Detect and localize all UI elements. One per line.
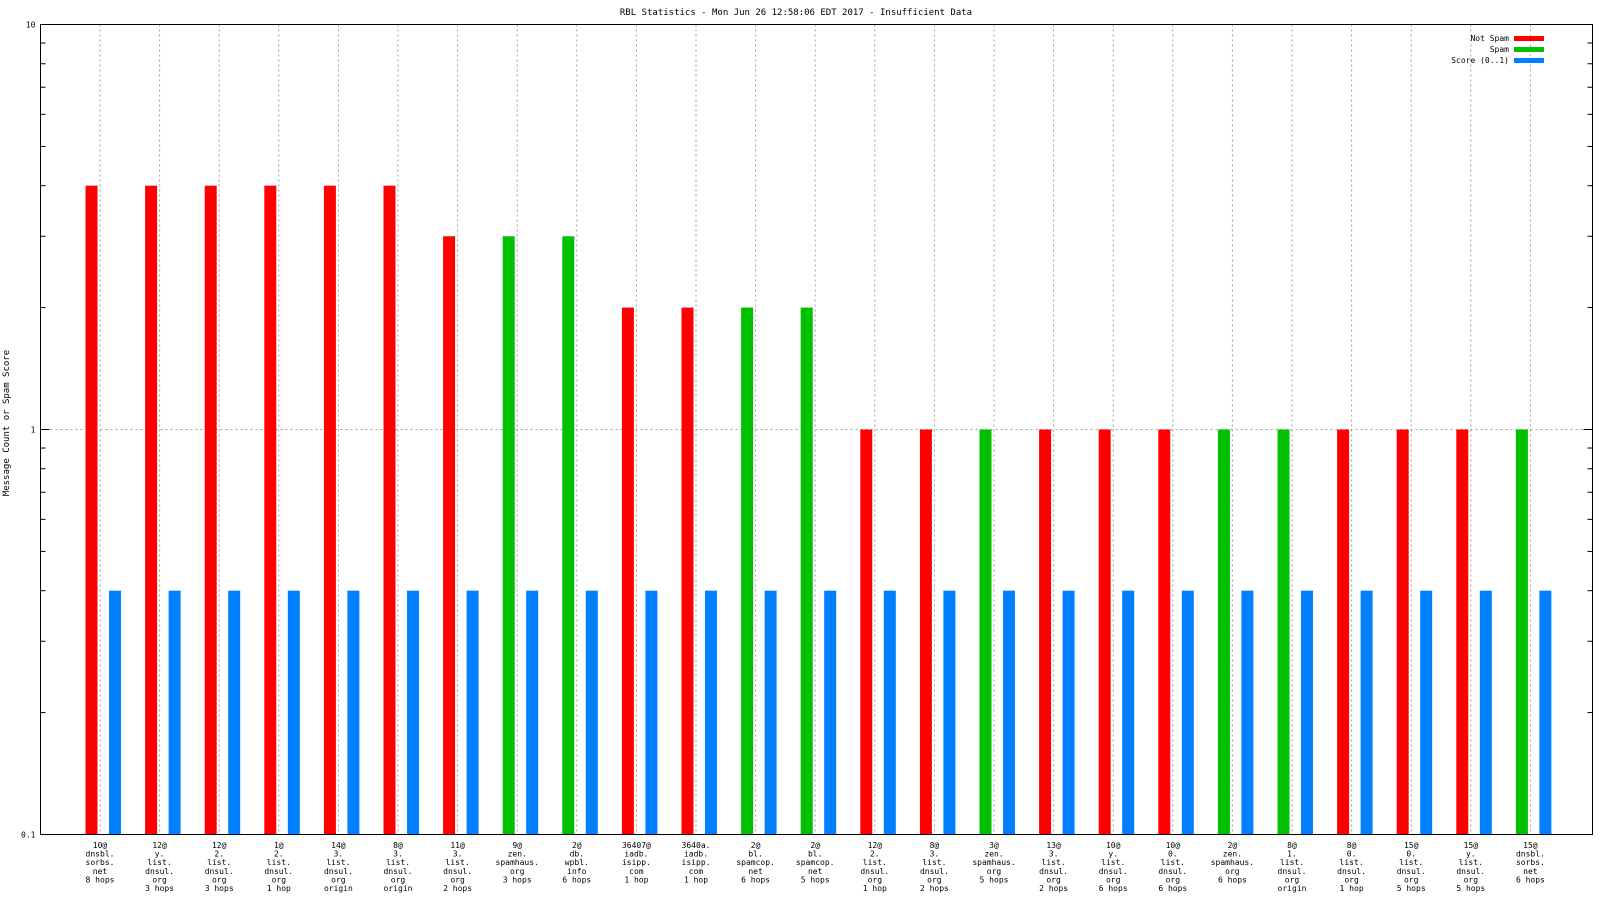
bar-not-spam — [681, 307, 694, 835]
bar-not-spam — [85, 185, 98, 835]
bar-score-0-1 — [1360, 590, 1373, 835]
x-tick-label: 36407@ iadb. isipp. com 1 hop — [622, 841, 651, 884]
bar-spam — [502, 236, 515, 835]
x-tick-label: 8@ 0. list. dnsul. org 1 hop — [1337, 841, 1366, 893]
bar-score-0-1 — [228, 590, 241, 835]
x-tick-label: 1@ 2. list. dnsul. org 1 hop — [264, 841, 293, 893]
bar-not-spam — [1039, 429, 1052, 835]
y-tick-label: 1 — [31, 426, 36, 435]
legend-swatch — [1514, 47, 1544, 52]
bar-not-spam — [145, 185, 158, 835]
bar-not-spam — [1456, 429, 1469, 835]
bar-spam — [979, 429, 992, 835]
legend-label: Not Spam — [1470, 34, 1509, 43]
x-tick-label: 8@ 1. list. dnsul. org origin — [1278, 841, 1307, 893]
x-tick-label: 13@ 3. list. dnsul. org 2 hops — [1039, 841, 1068, 893]
legend-label: Score (0..1) — [1451, 56, 1509, 65]
x-tick-label: 10@ dnsbl. sorbs. net 8 hops — [86, 841, 115, 884]
x-tick-label: 10@ y. list. dnsul. org 6 hops — [1099, 841, 1128, 893]
x-tick-label: 15@ y. list. dnsul. org 5 hops — [1456, 841, 1485, 893]
x-tick-label: 2@ bl. spamcop. net 5 hops — [796, 841, 835, 884]
bar-score-0-1 — [109, 590, 121, 835]
bar-score-0-1 — [168, 590, 181, 835]
bar-score-0-1 — [1241, 590, 1254, 835]
bar-score-0-1 — [407, 590, 419, 835]
legend-label: Spam — [1490, 45, 1509, 54]
legend: Not Spam Spam Score (0..1) — [1451, 34, 1544, 65]
legend-swatch — [1514, 58, 1544, 63]
bar-not-spam — [323, 185, 336, 835]
bar-not-spam — [1098, 429, 1111, 835]
bar-score-0-1 — [943, 590, 956, 835]
x-tick-label: 3640a. iadb. isipp. com 1 hop — [682, 841, 711, 884]
y-axis-label: Message Count or Spam Score — [2, 350, 12, 496]
x-tick-label: 14@ 3. list. dnsul. org origin — [324, 841, 353, 893]
bar-score-0-1 — [883, 590, 896, 835]
bar-not-spam — [1396, 429, 1409, 835]
y-axis-ticks: 10 1 0.1 — [21, 21, 1593, 840]
bar-score-0-1 — [1062, 590, 1075, 835]
bar-spam — [562, 236, 575, 835]
bar-score-0-1 — [526, 590, 539, 835]
x-tick-label: 15@ 0. list. dnsul. org 5 hops — [1397, 841, 1426, 893]
chart-title: RBL Statistics - Mon Jun 26 12:58:06 EDT… — [620, 8, 972, 18]
bar-not-spam — [443, 236, 456, 835]
bar-score-0-1 — [645, 590, 658, 835]
x-tick-label: 2@ db. wpbl. info 6 hops — [562, 841, 591, 884]
bar-score-0-1 — [585, 590, 598, 835]
bar-spam — [1277, 429, 1290, 835]
x-tick-label: 8@ 3. list. dnsul. org 2 hops — [920, 841, 949, 893]
x-tick-label: 2@ bl. spamcop. net 6 hops — [736, 841, 775, 884]
x-tick-label: 11@ 3. list. dnsul. org 2 hops — [443, 841, 472, 893]
legend-swatch — [1514, 36, 1544, 41]
bar-score-0-1 — [287, 590, 300, 835]
x-tick-label: 10@ 0. list. dnsul. org 6 hops — [1158, 841, 1187, 893]
x-tick-label: 9@ zen. spamhaus. org 3 hops — [496, 841, 539, 884]
bar-not-spam — [621, 307, 634, 835]
bar-not-spam — [860, 429, 873, 835]
x-tick-label: 3@ zen. spamhaus. org 5 hops — [972, 841, 1015, 884]
bar-score-0-1 — [1420, 590, 1433, 835]
bar-not-spam — [919, 429, 932, 835]
bar-spam — [1217, 429, 1230, 835]
bar-score-0-1 — [1181, 590, 1194, 835]
bar-score-0-1 — [1003, 590, 1015, 835]
bar-spam — [741, 307, 754, 835]
bar-score-0-1 — [1122, 590, 1135, 835]
bars-layer — [85, 185, 1552, 835]
x-tick-label: 8@ 3. list. dnsul. org origin — [384, 841, 413, 893]
bar-score-0-1 — [347, 590, 360, 835]
bar-spam — [1515, 429, 1528, 835]
bar-not-spam — [383, 185, 396, 835]
bar-not-spam — [204, 185, 217, 835]
bar-score-0-1 — [1479, 590, 1492, 835]
bar-score-0-1 — [764, 590, 777, 835]
x-tick-label: 2@ zen. spamhaus. org 6 hops — [1211, 841, 1254, 884]
y-tick-label: 0.1 — [21, 831, 36, 840]
bar-score-0-1 — [466, 590, 479, 835]
bar-score-0-1 — [1301, 590, 1313, 835]
x-tick-label: 12@ y. list. dnsul. org 3 hops — [145, 841, 174, 893]
bar-score-0-1 — [1539, 590, 1552, 835]
grid-lines — [40, 24, 1593, 835]
bar-not-spam — [1158, 429, 1171, 835]
bar-score-0-1 — [705, 590, 717, 835]
bar-not-spam — [1337, 429, 1350, 835]
y-tick-label: 10 — [26, 21, 36, 30]
bar-not-spam — [264, 185, 277, 835]
x-axis-labels: 10@ dnsbl. sorbs. net 8 hops 12@ y. list. dnsul.… — [86, 841, 1545, 893]
x-tick-label: 12@ 2. list. dnsul. org 3 hops — [205, 841, 234, 893]
bar-spam — [800, 307, 813, 835]
bar-score-0-1 — [824, 590, 837, 835]
x-tick-label: 15@ dnsbl. sorbs. net 6 hops — [1516, 841, 1545, 884]
x-tick-label: 12@ 2. list. dnsul. org 1 hop — [860, 841, 889, 893]
